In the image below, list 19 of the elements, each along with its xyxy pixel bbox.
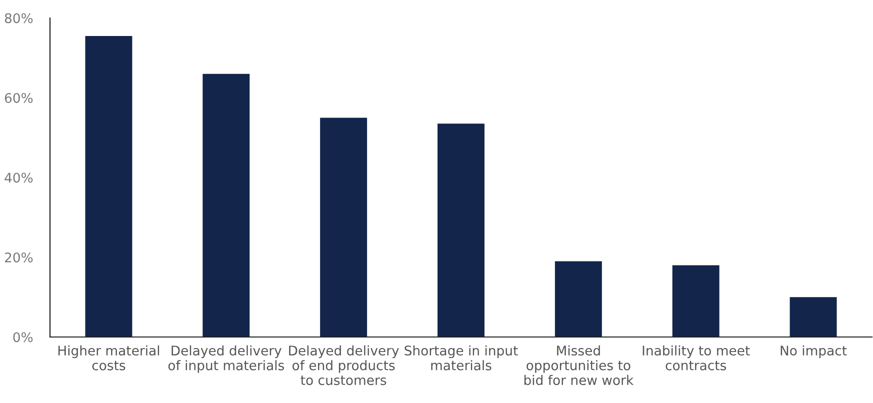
x-tick-label: Inability to meet contracts <box>642 345 750 370</box>
y-tick-label: 20% <box>4 252 33 262</box>
bar <box>85 36 132 337</box>
x-tick-label: Delayed delivery of input materials <box>168 345 284 373</box>
x-tick-label: Shortage in input materials <box>404 345 518 370</box>
bar <box>554 261 602 337</box>
y-tick-label: 60% <box>4 92 33 103</box>
bar <box>438 124 484 337</box>
x-tick-label: Higher material costs <box>58 345 160 370</box>
x-tick-label: Missed opportunities to bid for new work <box>524 345 634 386</box>
bar <box>320 118 368 337</box>
y-tick-label: 40% <box>4 172 33 183</box>
bar <box>202 74 250 337</box>
y-tick-label: 0% <box>13 332 33 342</box>
x-tick-label: Delayed delivery of end products to customers <box>289 345 399 386</box>
bar <box>790 297 837 337</box>
y-tick-label: 80% <box>4 13 33 24</box>
x-tick-label: No impact <box>780 345 847 358</box>
bar <box>672 265 720 337</box>
